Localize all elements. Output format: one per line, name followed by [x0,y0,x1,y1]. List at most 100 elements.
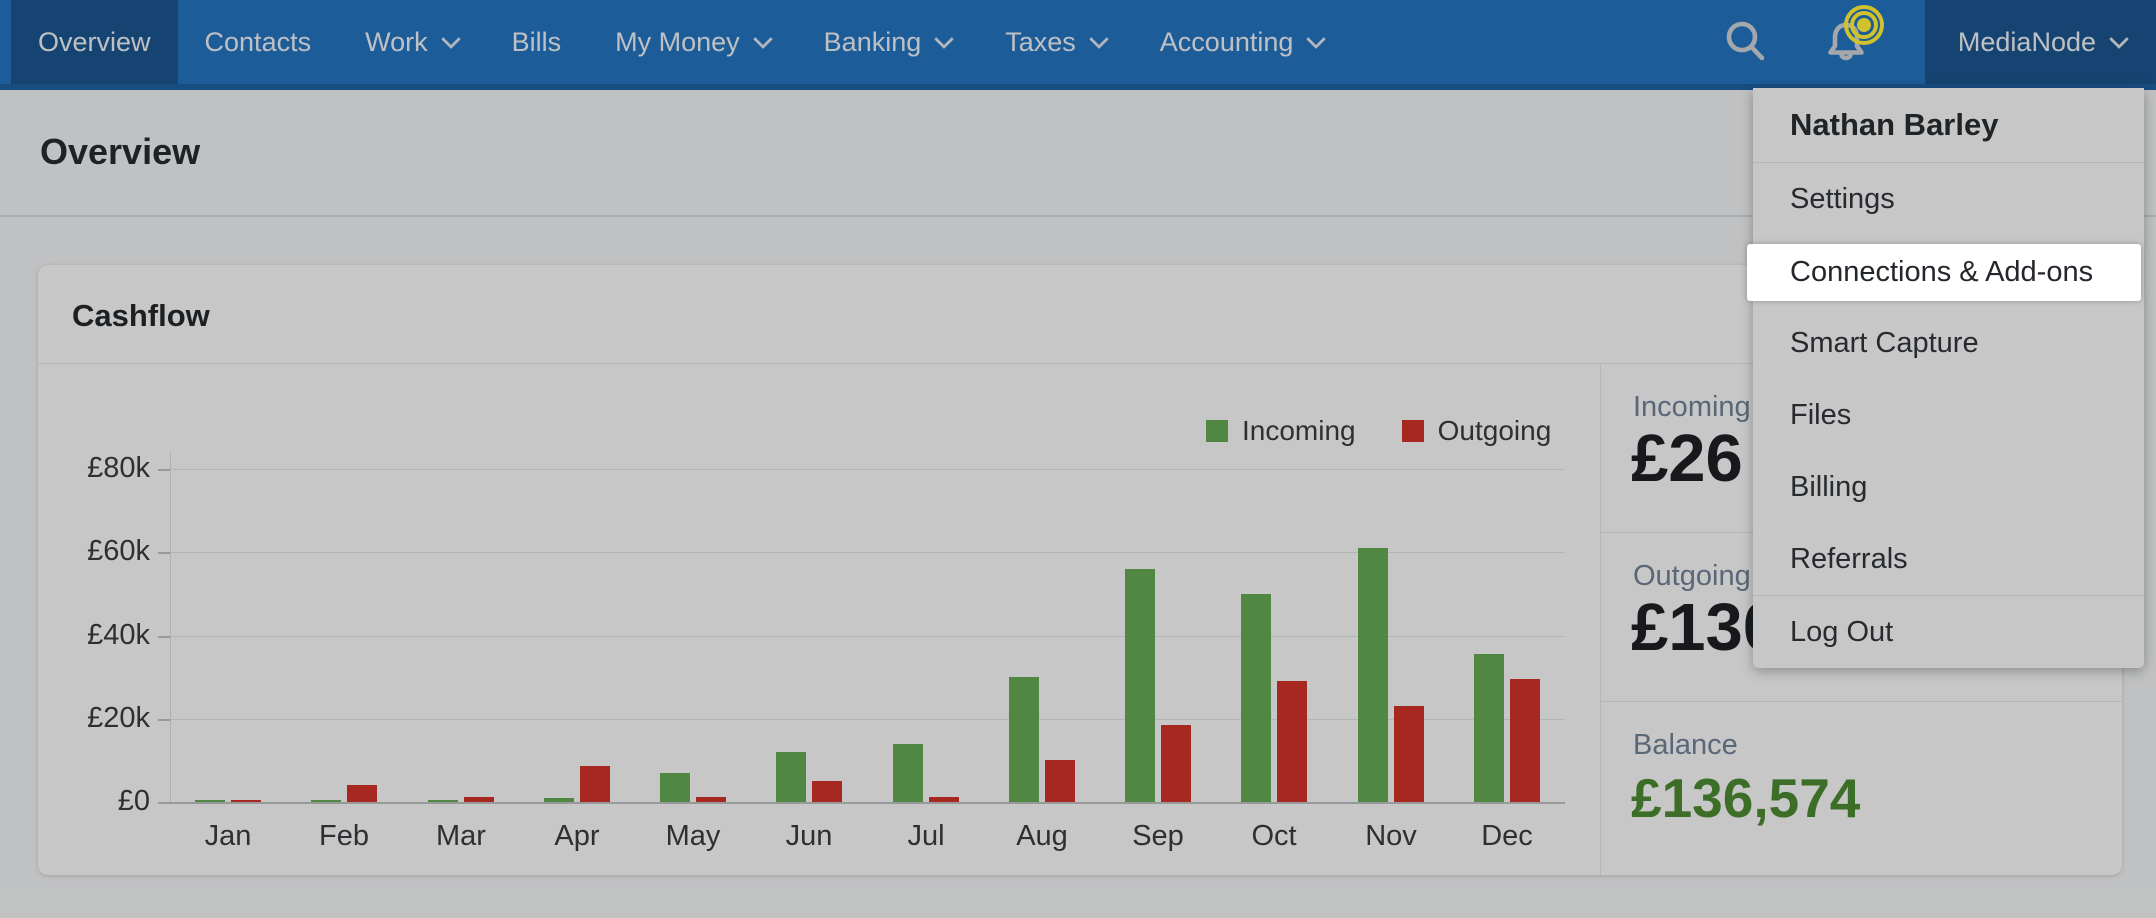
menu-item-connections-addons-highlighted[interactable]: Connections & Add-ons [1747,244,2141,301]
bar-incoming-dec[interactable] [1474,654,1504,802]
bar-incoming-jun[interactable] [776,752,806,802]
bar-incoming-feb[interactable] [311,800,341,802]
menu-item-billing[interactable]: Billing [1790,471,1868,503]
nav-item-taxes[interactable]: Taxes [978,0,1133,84]
legend-label: Incoming [1242,415,1356,446]
nav-item-label: Banking [823,26,922,57]
bar-outgoing-may[interactable] [696,797,726,802]
bar-outgoing-oct[interactable] [1277,681,1307,802]
account-menu-button[interactable]: MediaNode [1924,0,2156,84]
bar-outgoing-aug[interactable] [1045,760,1075,802]
menu-item-files[interactable]: Files [1790,399,1852,431]
month-label: May [665,820,721,852]
chevron-down-icon [2109,29,2129,50]
y-tick-label: £0 [117,785,150,817]
notifications-bell-icon[interactable] [1818,0,1874,84]
legend-entry-outgoing: Outgoing [1401,415,1552,447]
chart-legend: Incoming Outgoing [1206,415,1551,447]
y-axis-tick [158,469,170,471]
menu-item-log-out[interactable]: Log Out [1753,595,2144,668]
balance-value: £136,574 [1631,767,1861,829]
y-tick-label: £20k [87,702,150,734]
bar-incoming-oct[interactable] [1241,594,1271,802]
bar-outgoing-jul[interactable] [929,797,959,802]
menu-item-smart-capture[interactable]: Smart Capture [1790,327,1979,359]
nav-item-bills[interactable]: Bills [485,0,589,84]
header-divider [0,215,2156,217]
y-axis-line [170,452,171,802]
nav-item-label: Work [365,26,428,57]
legend-label: Outgoing [1437,415,1552,446]
bar-incoming-may[interactable] [660,773,690,802]
y-axis-tick [158,802,170,804]
user-dropdown-menu: Nathan Barley Settings Connections & Add… [1753,88,2144,668]
nav-item-accounting[interactable]: Accounting [1133,0,1351,84]
y-tick-label: £40k [87,619,150,651]
chevron-down-icon [440,29,461,50]
bar-incoming-aug[interactable] [1009,677,1039,802]
bar-incoming-apr[interactable] [544,798,574,802]
y-axis-tick [158,552,170,554]
bar-outgoing-sep[interactable] [1161,725,1191,802]
search-icon[interactable] [1718,0,1774,84]
bar-outgoing-jan[interactable] [231,800,261,802]
bar-incoming-sep[interactable] [1125,569,1155,802]
incoming-label: Incoming [1633,391,1751,423]
chevron-down-icon [1306,29,1327,50]
bar-outgoing-jun[interactable] [812,781,842,802]
outgoing-swatch-icon [1401,420,1424,442]
menu-item-referrals[interactable]: Referrals [1790,543,1908,575]
nav-item-overview[interactable]: Overview [11,0,178,84]
chevron-down-icon [934,29,955,50]
cashflow-card-title: Cashflow [72,298,210,333]
balance-total: Balance £136,574 [1601,702,2122,874]
bar-outgoing-mar[interactable] [464,797,494,802]
gridline [170,636,1565,637]
month-label: Dec [1481,820,1533,852]
incoming-total: Incoming £26 [1601,364,2122,533]
bar-incoming-jan[interactable] [195,800,225,802]
month-label: Aug [1016,820,1068,852]
nav-item-my-money[interactable]: My Money [588,0,797,84]
y-tick-label: £60k [87,535,150,567]
chevron-down-icon [752,29,773,50]
top-nav: Overview Contacts Work Bills My Money Ba… [0,0,2156,90]
x-axis-line [170,802,1565,804]
cashflow-card-header: Cashflow [38,265,2122,364]
month-label: Jan [204,820,252,852]
bar-incoming-mar[interactable] [428,800,458,802]
totals-panel: Incoming £26 Outgoing £130 Balance £136,… [1600,364,2122,875]
gridline [170,719,1565,720]
month-label: Sep [1132,820,1184,852]
user-menu-name: Nathan Barley [1753,88,2144,163]
menu-item-settings[interactable]: Settings [1790,183,1895,215]
nav-item-contacts[interactable]: Contacts [178,0,339,84]
nav-item-label: My Money [615,26,740,57]
month-label: Feb [319,820,369,852]
month-label: Apr [554,820,600,852]
month-label: Jul [907,820,945,852]
nav-item-work[interactable]: Work [338,0,485,84]
gridline [170,469,1565,470]
page-title: Overview [40,131,201,172]
incoming-value: £26 [1631,421,1743,496]
nav-item-label: Accounting [1159,26,1294,57]
month-label: Oct [1251,820,1297,852]
bar-incoming-jul[interactable] [893,744,923,802]
nav-item-label: Bills [511,26,562,57]
bar-outgoing-dec[interactable] [1510,679,1540,802]
bar-outgoing-nov[interactable] [1394,706,1424,802]
gridline [170,552,1565,553]
incoming-swatch-icon [1206,420,1228,442]
cashflow-chart: £0 £20k £40k £60k £80k Jan Feb Mar Apr May Jun Jul A… [38,265,1600,875]
outgoing-label: Outgoing [1633,560,1751,592]
bar-outgoing-apr[interactable] [580,766,610,802]
bar-outgoing-feb[interactable] [347,785,377,802]
account-label: MediaNode [1957,26,2096,57]
y-axis-tick [158,636,170,638]
bar-incoming-nov[interactable] [1358,548,1388,802]
nav-item-label: Contacts [204,26,312,57]
nav-item-label: Taxes [1005,26,1076,57]
nav-item-banking[interactable]: Banking [797,0,979,84]
